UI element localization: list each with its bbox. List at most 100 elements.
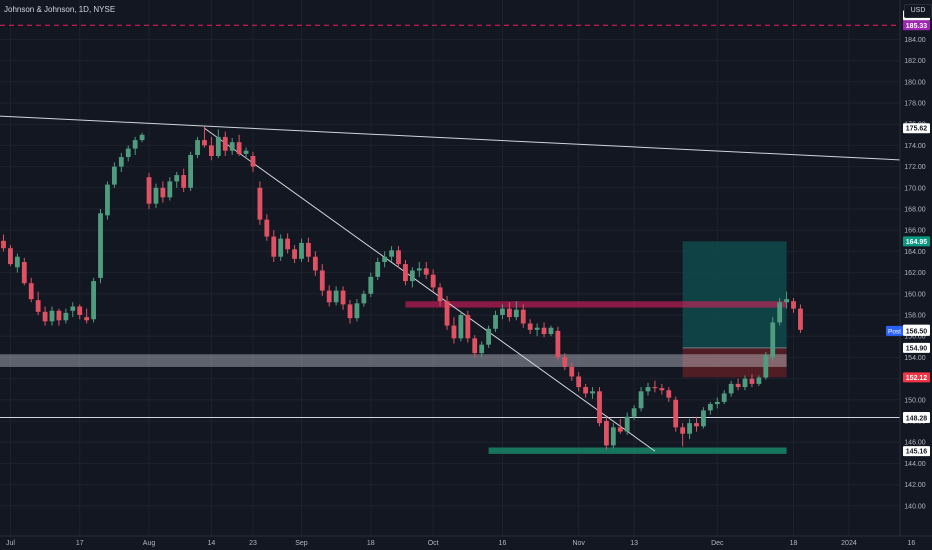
candle — [472, 335, 478, 358]
candle — [631, 405, 637, 420]
candle — [486, 325, 491, 348]
candle-body — [389, 250, 394, 257]
price-label-box — [903, 372, 930, 383]
candle-body — [278, 238, 284, 257]
candle-body — [98, 213, 103, 278]
candle-body — [458, 315, 464, 339]
candle-body — [569, 366, 575, 377]
candle-body — [264, 219, 270, 237]
candle-body — [8, 248, 13, 265]
price-label-box — [903, 342, 930, 353]
candle — [42, 306, 48, 326]
candle — [610, 423, 616, 449]
candle-body — [534, 327, 540, 330]
candle-body — [451, 325, 457, 339]
candle-body — [444, 301, 450, 326]
candle — [604, 416, 609, 450]
candle-body — [555, 330, 561, 358]
candle-body — [250, 156, 256, 167]
candle-body — [624, 416, 630, 432]
candle — [735, 378, 741, 391]
candle — [493, 310, 498, 332]
candle — [479, 341, 485, 358]
candle-body — [70, 306, 76, 311]
candle-body — [243, 150, 249, 154]
candle — [527, 319, 533, 335]
candle-body — [673, 399, 679, 428]
candle-body — [583, 387, 589, 394]
price-label-box — [903, 325, 930, 336]
time-tick-label: 18 — [367, 540, 375, 547]
candle — [520, 304, 526, 328]
price-tick-label: 144.00 — [904, 461, 926, 468]
candle-body — [721, 393, 727, 402]
candle — [340, 286, 346, 310]
candle — [555, 326, 561, 361]
candle-body — [562, 357, 568, 367]
price-label-text: 164.95 — [906, 239, 928, 246]
candle — [319, 264, 325, 296]
candle-body — [326, 290, 332, 303]
candle-body — [465, 315, 471, 339]
candle-body — [694, 423, 699, 427]
candle — [70, 302, 76, 318]
candle-body — [548, 327, 554, 335]
candle — [229, 137, 235, 155]
resistance-zone — [405, 301, 787, 308]
candle — [749, 374, 755, 388]
candle — [215, 129, 221, 159]
candle-body — [486, 328, 491, 345]
candle — [243, 147, 249, 159]
candle-body — [500, 308, 505, 315]
candle-body — [35, 300, 41, 312]
candle — [278, 234, 284, 261]
candle-body — [181, 175, 187, 188]
price-label-text: 156.50 — [906, 328, 928, 335]
price-tick-label: 156.00 — [904, 334, 926, 341]
bottom-zone — [488, 447, 787, 454]
candle — [21, 257, 27, 286]
candle — [28, 277, 34, 303]
candle-body — [139, 134, 145, 141]
price-label-box — [903, 236, 930, 247]
candle-body — [645, 387, 651, 392]
price-tick-label: 146.00 — [904, 440, 926, 447]
candle-body — [174, 175, 180, 182]
candle-body — [354, 303, 360, 319]
candle — [617, 418, 623, 434]
candle-body — [105, 184, 110, 216]
price-tick-label: 184.00 — [904, 37, 926, 44]
candle-body — [472, 338, 478, 354]
candle — [333, 286, 339, 306]
candle-body — [756, 377, 762, 384]
candle-body — [506, 308, 512, 318]
candle — [382, 251, 388, 268]
candle-body — [229, 142, 235, 151]
candle-body — [167, 181, 173, 198]
candle — [14, 253, 20, 273]
candle-body — [347, 304, 353, 319]
candle-body — [292, 249, 297, 259]
candle — [188, 151, 194, 191]
candle — [756, 375, 762, 387]
candle — [784, 291, 789, 309]
candle-body — [14, 256, 20, 268]
price-tick-label: 180.00 — [904, 79, 926, 86]
candle-body — [513, 309, 519, 318]
candle-body — [770, 322, 776, 358]
candle-body — [403, 264, 408, 282]
currency-button[interactable]: USD — [904, 4, 932, 18]
candle — [652, 380, 658, 393]
candle — [1, 234, 6, 252]
candle-body — [430, 274, 436, 288]
price-label-text: 152.12 — [906, 375, 928, 382]
candle — [513, 301, 519, 321]
candle-body — [714, 401, 720, 405]
candle — [590, 387, 595, 399]
time-tick-label: Sep — [295, 540, 308, 547]
candle-body — [680, 427, 686, 434]
candle — [160, 181, 166, 203]
candle — [541, 322, 547, 338]
